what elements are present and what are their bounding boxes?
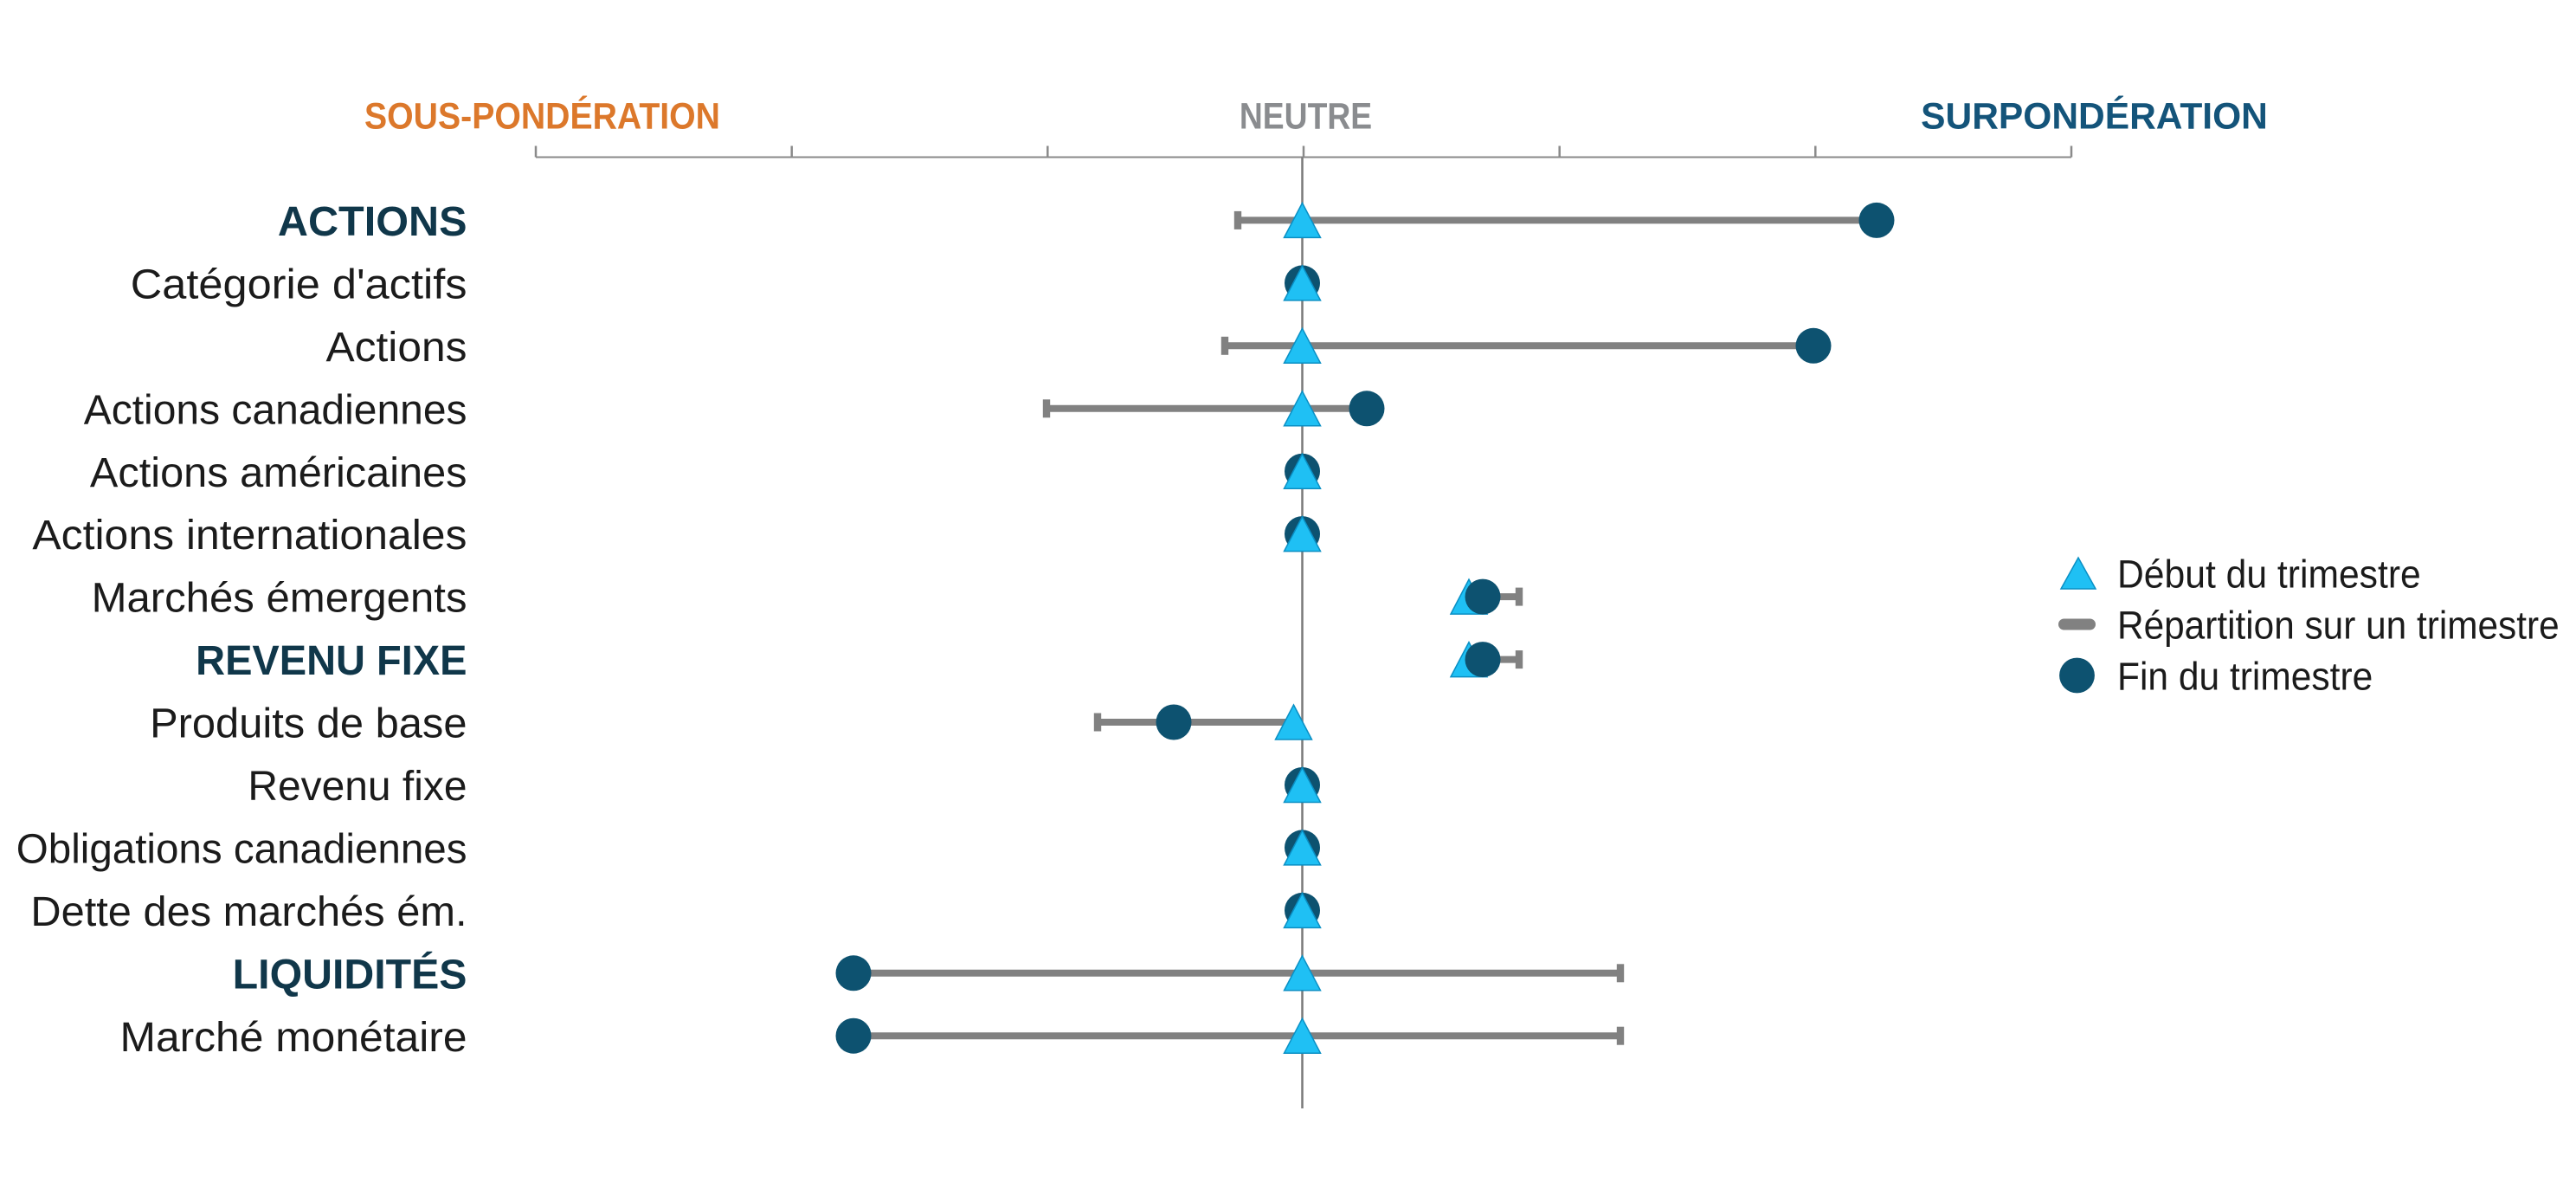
svg-text:SURPONDÉRATION: SURPONDÉRATION: [1921, 95, 2268, 137]
svg-text:Répartition sur un trimestre: Répartition sur un trimestre: [2117, 604, 2560, 647]
svg-text:Actions: Actions: [325, 324, 467, 370]
svg-text:Catégorie d'actifs: Catégorie d'actifs: [131, 261, 467, 307]
svg-text:Obligations canadiennes: Obligations canadiennes: [16, 826, 467, 873]
svg-text:Marché monétaire: Marché monétaire: [119, 1014, 467, 1060]
svg-text:Dette des marchés ém.: Dette des marchés ém.: [30, 888, 467, 935]
svg-text:Revenu fixe: Revenu fixe: [248, 763, 467, 810]
svg-text:LIQUIDITÉS: LIQUIDITÉS: [233, 951, 467, 998]
svg-text:ACTIONS: ACTIONS: [278, 198, 467, 245]
svg-text:Produits de base: Produits de base: [150, 701, 467, 747]
svg-text:Début du trimestre: Début du trimestre: [2117, 552, 2421, 596]
svg-text:REVENU FIXE: REVENU FIXE: [196, 638, 467, 685]
svg-text:Marchés émergents: Marchés émergents: [92, 575, 467, 622]
svg-text:NEUTRE: NEUTRE: [1240, 95, 1372, 137]
svg-text:Actions américaines: Actions américaines: [90, 449, 467, 496]
svg-text:SOUS-PONDÉRATION: SOUS-PONDÉRATION: [364, 95, 720, 137]
svg-text:Fin du trimestre: Fin du trimestre: [2117, 655, 2373, 698]
svg-text:Actions internationales: Actions internationales: [32, 512, 467, 559]
svg-text:Actions canadiennes: Actions canadiennes: [84, 386, 467, 433]
